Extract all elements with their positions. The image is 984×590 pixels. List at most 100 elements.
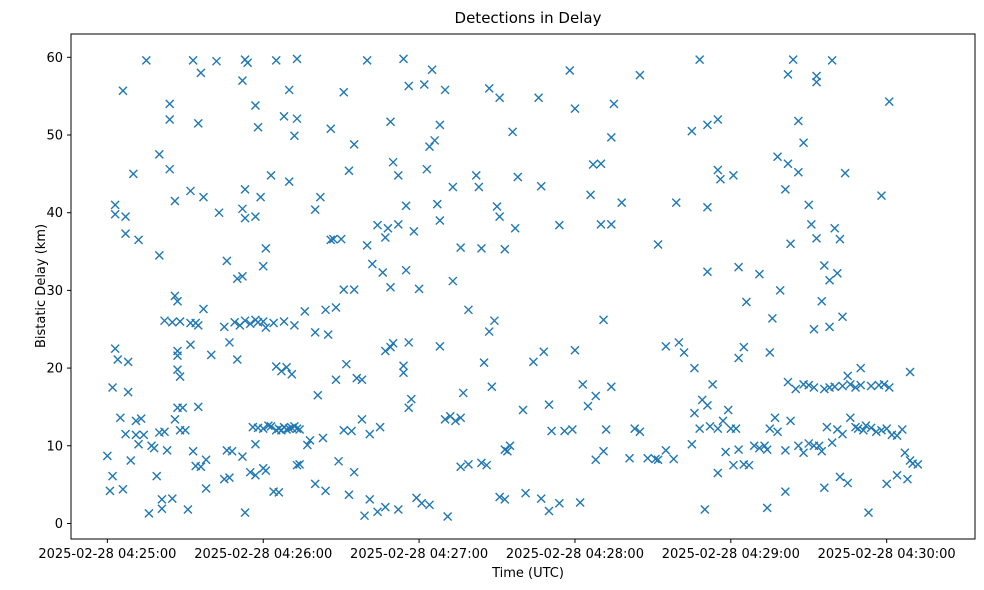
data-point-marker	[250, 100, 260, 110]
data-point-marker	[814, 441, 824, 451]
data-point-marker	[882, 479, 892, 489]
data-point-marker	[417, 498, 427, 508]
data-point-marker	[443, 511, 453, 521]
data-point-marker	[188, 55, 198, 65]
data-point-marker	[245, 319, 255, 329]
data-point-marker	[687, 126, 697, 136]
data-point-marker	[237, 76, 247, 86]
data-point-marker	[474, 182, 484, 192]
data-point-marker	[357, 375, 367, 385]
data-point-marker	[463, 305, 473, 315]
data-point-marker	[476, 243, 486, 253]
data-point-marker	[547, 426, 557, 436]
data-point-marker	[786, 416, 796, 426]
data-point-marker	[430, 135, 440, 145]
data-point-marker	[201, 484, 211, 493]
data-point-marker	[180, 425, 190, 435]
data-point-marker	[586, 190, 596, 200]
data-point-marker	[250, 212, 260, 222]
y-tick-label: 10	[46, 439, 63, 454]
data-point-marker	[440, 414, 450, 424]
data-point-marker	[295, 424, 305, 434]
data-point-marker	[193, 118, 203, 128]
data-point-marker	[253, 423, 263, 433]
data-point-marker	[775, 285, 785, 295]
data-point-marker	[892, 431, 902, 441]
data-point-marker	[804, 380, 814, 390]
data-point-marker	[554, 220, 564, 230]
data-point-marker	[832, 268, 842, 278]
data-point-marker	[565, 66, 575, 76]
data-point-marker	[263, 421, 273, 431]
data-point-marker	[728, 170, 738, 180]
data-point-marker	[326, 124, 336, 134]
data-point-marker	[310, 327, 320, 337]
data-point-marker	[674, 337, 684, 347]
data-point-marker	[292, 460, 302, 470]
data-point-marker	[448, 182, 458, 192]
data-point-marker	[160, 316, 170, 326]
data-point-marker	[198, 304, 208, 314]
data-point-marker	[819, 261, 829, 271]
data-point-marker	[456, 413, 466, 423]
data-point-marker	[193, 402, 203, 412]
data-point-marker	[250, 470, 260, 480]
y-tick-label: 0	[55, 517, 63, 532]
data-point-marker	[734, 353, 744, 363]
data-point-marker	[713, 114, 723, 124]
data-point-marker	[256, 192, 266, 202]
data-point-marker	[170, 291, 180, 301]
data-point-marker	[500, 244, 510, 254]
data-point-marker	[380, 346, 390, 356]
data-point-marker	[232, 355, 242, 365]
data-point-marker	[419, 80, 429, 89]
data-point-marker	[858, 425, 868, 435]
data-point-marker	[375, 422, 385, 432]
data-point-marker	[261, 323, 271, 333]
data-point-marker	[404, 403, 414, 413]
data-point-marker	[500, 494, 510, 504]
data-point-marker	[349, 139, 359, 149]
data-point-marker	[567, 424, 577, 434]
data-point-marker	[134, 235, 144, 245]
data-point-marker	[105, 486, 115, 496]
data-point-marker	[435, 215, 445, 225]
data-point-marker	[653, 455, 663, 465]
y-axis-label: Bistatic Delay (km)	[34, 224, 49, 348]
data-point-marker	[292, 54, 302, 64]
data-point-marker	[817, 446, 827, 456]
data-point-marker	[671, 198, 681, 208]
data-point-marker	[326, 235, 336, 245]
data-point-marker	[253, 122, 263, 132]
data-point-marker	[575, 497, 585, 507]
data-point-marker	[884, 383, 894, 392]
data-point-marker	[323, 330, 333, 340]
data-point-marker	[591, 391, 601, 401]
data-point-marker	[863, 508, 873, 518]
data-point-marker	[258, 261, 268, 271]
data-point-marker	[170, 414, 180, 424]
data-point-marker	[838, 429, 848, 439]
data-point-marker	[214, 208, 224, 218]
data-point-marker	[365, 494, 375, 504]
data-point-marker	[806, 219, 816, 229]
data-point-marker	[235, 320, 245, 330]
data-point-marker	[227, 446, 237, 456]
data-point-marker	[812, 233, 822, 243]
data-point-marker	[219, 474, 229, 484]
data-point-marker	[830, 382, 840, 392]
data-point-marker	[349, 285, 359, 295]
data-point-marker	[728, 460, 738, 470]
data-point-marker	[708, 379, 718, 389]
data-point-marker	[185, 186, 195, 196]
data-point-marker	[835, 472, 845, 482]
data-point-marker	[721, 447, 731, 457]
data-point-marker	[360, 511, 370, 521]
data-point-marker	[513, 172, 523, 182]
data-point-marker	[287, 369, 297, 379]
data-point-marker	[609, 99, 619, 109]
data-point-marker	[450, 416, 460, 426]
data-point-marker	[386, 342, 396, 352]
data-point-marker	[230, 317, 240, 327]
y-tick-label: 40	[46, 206, 63, 221]
